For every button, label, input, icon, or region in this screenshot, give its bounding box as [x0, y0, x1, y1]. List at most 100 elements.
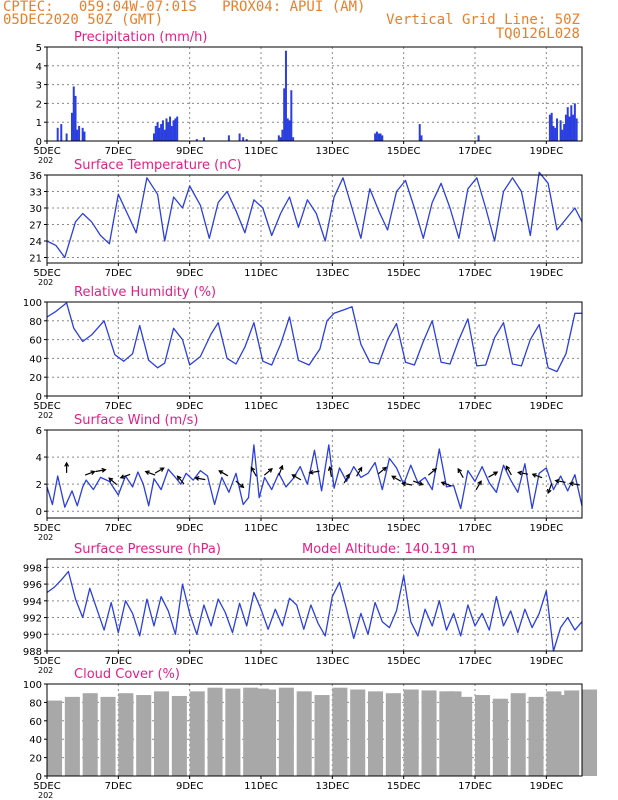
cloud-bar — [510, 693, 526, 776]
x-tick-label: 7DEC — [105, 781, 132, 792]
y-tick-label: 2 — [36, 99, 42, 110]
wind-arrow — [391, 475, 402, 482]
cloud-bar — [332, 687, 348, 776]
wind-arrow — [195, 477, 206, 481]
x-tick-label: 13DEC — [315, 401, 349, 412]
x-tick-label: 11DEC — [244, 146, 278, 157]
precip-bar — [70, 112, 73, 141]
cloud-bar — [82, 693, 98, 776]
precip-title: Precipitation (mm/h) — [74, 30, 207, 45]
x-tick-label: 15DEC — [387, 401, 421, 412]
wind-arrow — [505, 465, 512, 476]
precip-bar — [379, 133, 382, 141]
wind-panel-frame — [46, 429, 583, 519]
precip-bar — [292, 137, 295, 141]
precip-bar — [72, 86, 75, 141]
precip-bar — [160, 124, 163, 141]
x-tick-label: 5DEC — [33, 146, 60, 157]
precip-bar — [420, 135, 423, 141]
y-tick-label: 60 — [29, 717, 42, 728]
x-tick-label: 5DEC — [33, 268, 60, 279]
cloud-bar — [64, 696, 80, 776]
precip-bar — [568, 116, 571, 141]
pres-panel-frame — [46, 558, 583, 652]
y-tick-label: 100 — [23, 298, 42, 309]
wind-arrow-head — [101, 467, 107, 473]
x-tick-label: 11DEC — [244, 268, 278, 279]
wind-arrow — [457, 468, 464, 478]
wind-arrow — [402, 482, 413, 486]
wind-arrow — [218, 470, 229, 477]
wind-arrow-head — [516, 470, 523, 476]
cloud-bar — [350, 689, 366, 776]
precip-bar — [153, 133, 155, 141]
cloud-bar — [457, 696, 473, 776]
wind-arrow-head — [440, 481, 446, 486]
wind-arrow — [309, 470, 320, 474]
wind-arrow — [413, 480, 423, 486]
wind-arrow — [555, 479, 566, 483]
cloud-panel-frame — [46, 683, 583, 777]
wind-arrow-head — [291, 474, 297, 479]
wind-line — [46, 444, 583, 510]
wind-arrow-head — [531, 473, 537, 478]
cloud-bar — [261, 689, 277, 776]
precip-bar — [381, 135, 384, 141]
wind-arrow — [427, 468, 437, 476]
y-tick-label: 80 — [29, 698, 42, 709]
wind-arrow-head — [477, 480, 482, 486]
wind-arrow — [84, 471, 95, 476]
x-year-label: 202 — [38, 533, 53, 542]
cloud-title: Cloud Cover (%) — [74, 667, 180, 682]
x-tick-label: 9DEC — [176, 268, 203, 279]
x-tick-label: 5DEC — [33, 401, 60, 412]
x-tick-label: 13DEC — [315, 146, 349, 157]
y-tick-label: 40 — [29, 354, 42, 365]
header-right-2: TQ0126L028 — [495, 26, 580, 42]
precip-bar — [76, 129, 79, 141]
x-tick-label: 19DEC — [529, 146, 563, 157]
precip-bar — [283, 88, 286, 141]
precip-bar — [281, 129, 284, 141]
wind-arrow — [518, 471, 529, 475]
wind-arrow — [235, 480, 244, 488]
wind-arrow — [120, 473, 131, 479]
wind-arrow — [569, 482, 580, 486]
y-tick-label: 0 — [36, 507, 42, 518]
x-tick-label: 7DEC — [105, 401, 132, 412]
precip-bar — [195, 139, 198, 141]
wind-arrow — [441, 481, 452, 487]
precip-bar — [284, 50, 287, 142]
wind-arrow — [488, 471, 498, 478]
wind-arrow — [154, 467, 164, 474]
cloud-bar — [278, 687, 294, 776]
x-tick-label: 11DEC — [244, 781, 278, 792]
x-tick-label: 5DEC — [33, 523, 60, 534]
x-tick-label: 9DEC — [176, 401, 203, 412]
wind-arrow — [292, 474, 302, 481]
cloud-bar — [582, 689, 598, 776]
y-tick-label: 996 — [23, 580, 42, 591]
y-tick-label: 24 — [29, 237, 42, 248]
x-tick-label: 17DEC — [458, 656, 492, 667]
cloud-bar — [171, 695, 187, 776]
x-tick-label: 9DEC — [176, 781, 203, 792]
precip-bar — [60, 124, 63, 141]
x-tick-label: 15DEC — [387, 146, 421, 157]
precip-bar — [564, 114, 567, 141]
precip-bar — [81, 127, 84, 141]
cloud-bar — [421, 690, 437, 776]
y-tick-label: 20 — [29, 754, 42, 765]
y-tick-label: 4 — [36, 453, 42, 464]
x-tick-label: 9DEC — [176, 656, 203, 667]
x-tick-label: 7DEC — [105, 656, 132, 667]
x-tick-label: 11DEC — [244, 523, 278, 534]
x-tick-label: 9DEC — [176, 523, 203, 534]
x-tick-label: 17DEC — [458, 268, 492, 279]
precip-bar — [170, 125, 173, 141]
y-tick-label: 4 — [36, 62, 42, 73]
x-tick-label: 15DEC — [387, 268, 421, 279]
rh-line — [46, 302, 582, 373]
x-tick-label: 15DEC — [387, 656, 421, 667]
